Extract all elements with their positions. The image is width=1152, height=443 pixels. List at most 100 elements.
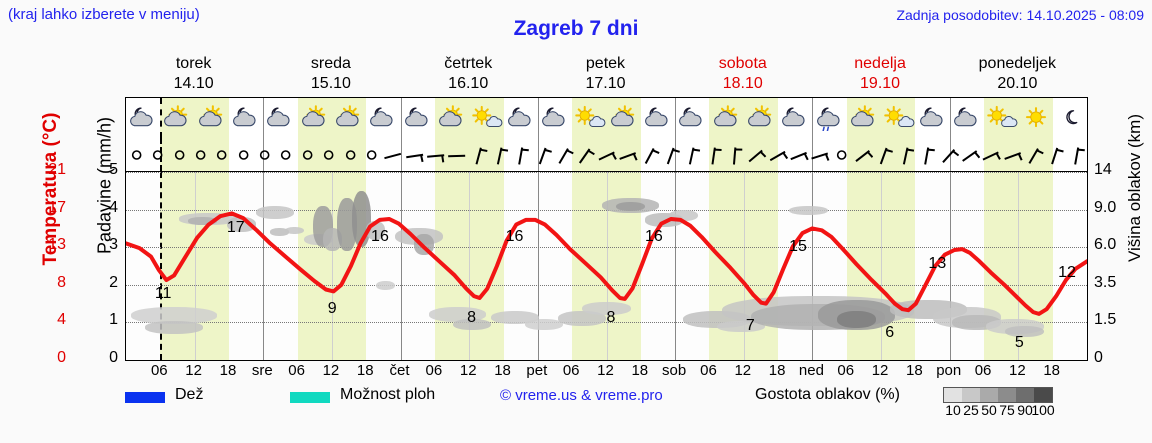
time-axis-tick: 18 xyxy=(494,362,511,379)
hour-gridline xyxy=(606,172,608,360)
time-axis-tick: pon xyxy=(936,362,962,379)
wind-barb-symbol xyxy=(767,140,788,168)
day-name: petek xyxy=(585,55,626,72)
wind-calm-symbol xyxy=(190,140,211,168)
temperature-value-label: 11 xyxy=(154,284,172,302)
cloud-density-segment xyxy=(1034,388,1052,402)
temperature-value-label: 5 xyxy=(1014,333,1024,351)
wind-barb-symbol xyxy=(553,140,574,168)
copyright-label[interactable]: © vreme.us & vreme.pro xyxy=(500,387,663,404)
wind-barb-symbol xyxy=(425,140,446,168)
wind-barb-symbol xyxy=(468,140,489,168)
cloud-cover-patch xyxy=(616,202,645,212)
sun-cloud-small-icon xyxy=(881,101,915,135)
wind-calm-symbol xyxy=(340,140,361,168)
location-menu-note[interactable]: (kraj lahko izberete v meniju) xyxy=(8,6,200,23)
day-separator xyxy=(537,98,539,138)
temp-axis-tick: 0 xyxy=(57,349,66,366)
current-time-marker xyxy=(159,172,162,360)
day-header-nedelja: nedelja 19.10 xyxy=(811,54,948,96)
day-header-sreda: sreda 15.10 xyxy=(262,54,399,96)
temperature-value-label: 16 xyxy=(505,228,524,246)
sun-icon xyxy=(1018,101,1052,135)
sun-cloud-icon xyxy=(332,101,366,135)
wind-calm-symbol xyxy=(318,140,339,168)
sun-cloud-icon xyxy=(195,101,229,135)
sun-cloud-icon xyxy=(160,101,194,135)
time-axis-ticks: 06 12 18 sre 06 12 18 čet 06 12 18 pet 06 12 18 sob 06 12… xyxy=(125,362,1088,382)
cloud-axis-tick: 1.5 xyxy=(1094,311,1117,329)
value-gridline xyxy=(126,322,1087,324)
time-axis-tick: 06 xyxy=(974,362,992,379)
moon-cloud-icon xyxy=(641,101,675,135)
sun-cloud-small-icon xyxy=(572,101,606,135)
sun-cloud-icon xyxy=(435,101,469,135)
day-name: torek xyxy=(175,55,212,72)
hour-gridline xyxy=(743,172,745,360)
sun-cloud-small-icon xyxy=(469,101,503,135)
rain-legend-label: Dež xyxy=(175,386,204,403)
cloud-density-segment xyxy=(998,388,1016,402)
time-axis-tick: ned xyxy=(798,362,824,379)
legend-row: Dež Možnost ploh © vreme.us & vreme.pro … xyxy=(125,386,1145,426)
hour-gridline xyxy=(331,172,333,360)
day-separator xyxy=(263,98,265,138)
wind-barb-symbol xyxy=(532,140,553,168)
moon-cloud-icon xyxy=(538,101,572,135)
cloud-cover-patch xyxy=(188,217,218,225)
time-axis-tick: 12 xyxy=(871,362,889,379)
temperature-value-label: 7 xyxy=(745,316,755,334)
moon-cloud-rain-icon xyxy=(812,101,846,135)
moon-cloud-icon xyxy=(950,101,984,135)
time-axis-tick: 06 xyxy=(150,362,168,379)
time-axis-tick: 06 xyxy=(425,362,443,379)
wind-barb-symbol xyxy=(681,140,702,168)
day-header-strip: torek 14.10 sreda 15.10 četrtek 16.10 petek 17.… xyxy=(125,54,1088,96)
cloud-density-segment xyxy=(980,388,998,402)
value-gridline xyxy=(126,360,1087,361)
day-date: 14.10 xyxy=(173,75,214,92)
current-time-marker xyxy=(159,138,162,171)
hour-gridline xyxy=(469,172,471,360)
day-name: sobota xyxy=(718,55,767,72)
wind-barb-symbol xyxy=(959,140,981,168)
day-date: 17.10 xyxy=(585,75,626,92)
day-date: 15.10 xyxy=(310,75,351,92)
temperature-value-label: 17 xyxy=(226,219,245,236)
wind-barb-symbol xyxy=(510,140,531,168)
wind-barb-symbol xyxy=(596,140,617,168)
precip-axis-tick: 1 xyxy=(109,311,118,329)
temperature-value-label: 9 xyxy=(327,299,337,317)
cloud-density-segment xyxy=(1016,388,1034,402)
temperature-value-label: 16 xyxy=(644,228,663,246)
cloud-density-ramp xyxy=(943,387,1053,403)
temperature-value-label: 6 xyxy=(885,324,895,342)
temperature-value-label: 8 xyxy=(467,309,477,327)
wind-barb-symbol xyxy=(788,140,809,168)
day-separator xyxy=(675,98,677,138)
time-axis-tick: čet xyxy=(389,362,410,379)
sun-cloud-icon xyxy=(298,101,332,135)
cloud-density-tick: 25 xyxy=(963,402,979,418)
day-date: 19.10 xyxy=(860,75,901,92)
time-axis-tick: sre xyxy=(251,362,273,379)
cloud-axis-tick: 14 xyxy=(1094,161,1112,178)
wind-calm-symbol xyxy=(126,140,147,168)
cloud-cover-patch xyxy=(717,320,766,332)
time-axis-tick: 12 xyxy=(597,362,614,379)
day-header-petek: petek 17.10 xyxy=(537,54,674,96)
wind-barb-symbol xyxy=(873,140,894,168)
moon-cloud-icon xyxy=(401,101,435,135)
cloud-height-axis-title: Višina oblakov (km) xyxy=(1125,113,1144,263)
wind-barb-symbol xyxy=(404,140,425,168)
showers-legend-swatch xyxy=(290,392,330,403)
cloud-cover-patch xyxy=(558,311,607,327)
time-axis-tick: 18 xyxy=(356,362,374,379)
time-axis-tick: 06 xyxy=(837,362,855,379)
daylight-band xyxy=(846,138,916,171)
time-axis-tick: pet xyxy=(526,362,548,379)
last-updated-label: Zadnja posodobitev: 14.10.2025 - 08:09 xyxy=(896,7,1144,23)
weather-icon-band xyxy=(125,97,1088,138)
daylight-band xyxy=(709,138,779,171)
day-header-četrtek: četrtek 16.10 xyxy=(400,54,537,96)
